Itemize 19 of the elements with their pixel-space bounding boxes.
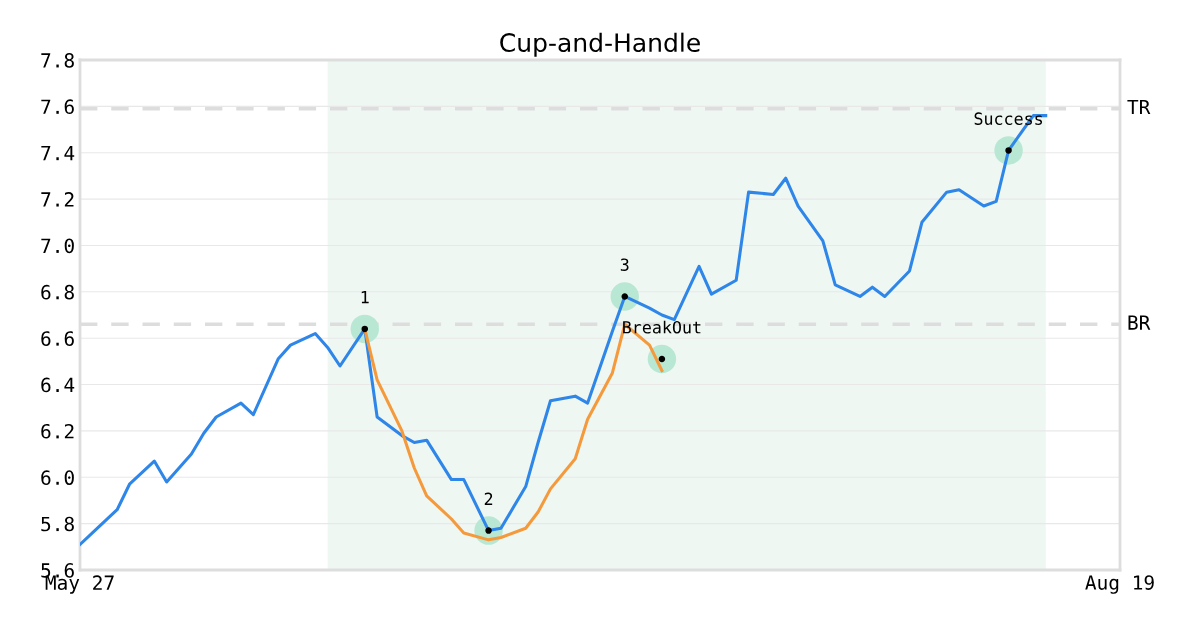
- y-tick-label: 7.6: [41, 99, 74, 115]
- line-series: [80, 114, 1048, 547]
- y-tick-label: 7.8: [41, 53, 74, 68]
- y-tick-label: 6.0: [41, 470, 74, 485]
- ref-line-label: TR: [1127, 99, 1151, 115]
- x-tick-label: Aug 19: [1085, 575, 1154, 594]
- y-tick-label: 7.2: [41, 192, 74, 207]
- y-tick-label: 5.8: [41, 516, 74, 532]
- chart-title: Cup-and-Handle: [500, 32, 700, 57]
- annotation: 2: [484, 492, 493, 505]
- y-tick-label: 6.2: [41, 423, 74, 439]
- y-tick-label: 6.4: [41, 377, 75, 393]
- y-tick-label: 6.6: [41, 331, 74, 346]
- ref-line-label: BR: [1128, 315, 1151, 330]
- annotation: 1: [361, 291, 369, 304]
- y-tick-label: 7.0: [41, 238, 74, 254]
- y-tick-label: 6.8: [41, 284, 74, 300]
- y-tick-label: 7.4: [41, 145, 75, 161]
- annotation: 3: [620, 258, 629, 271]
